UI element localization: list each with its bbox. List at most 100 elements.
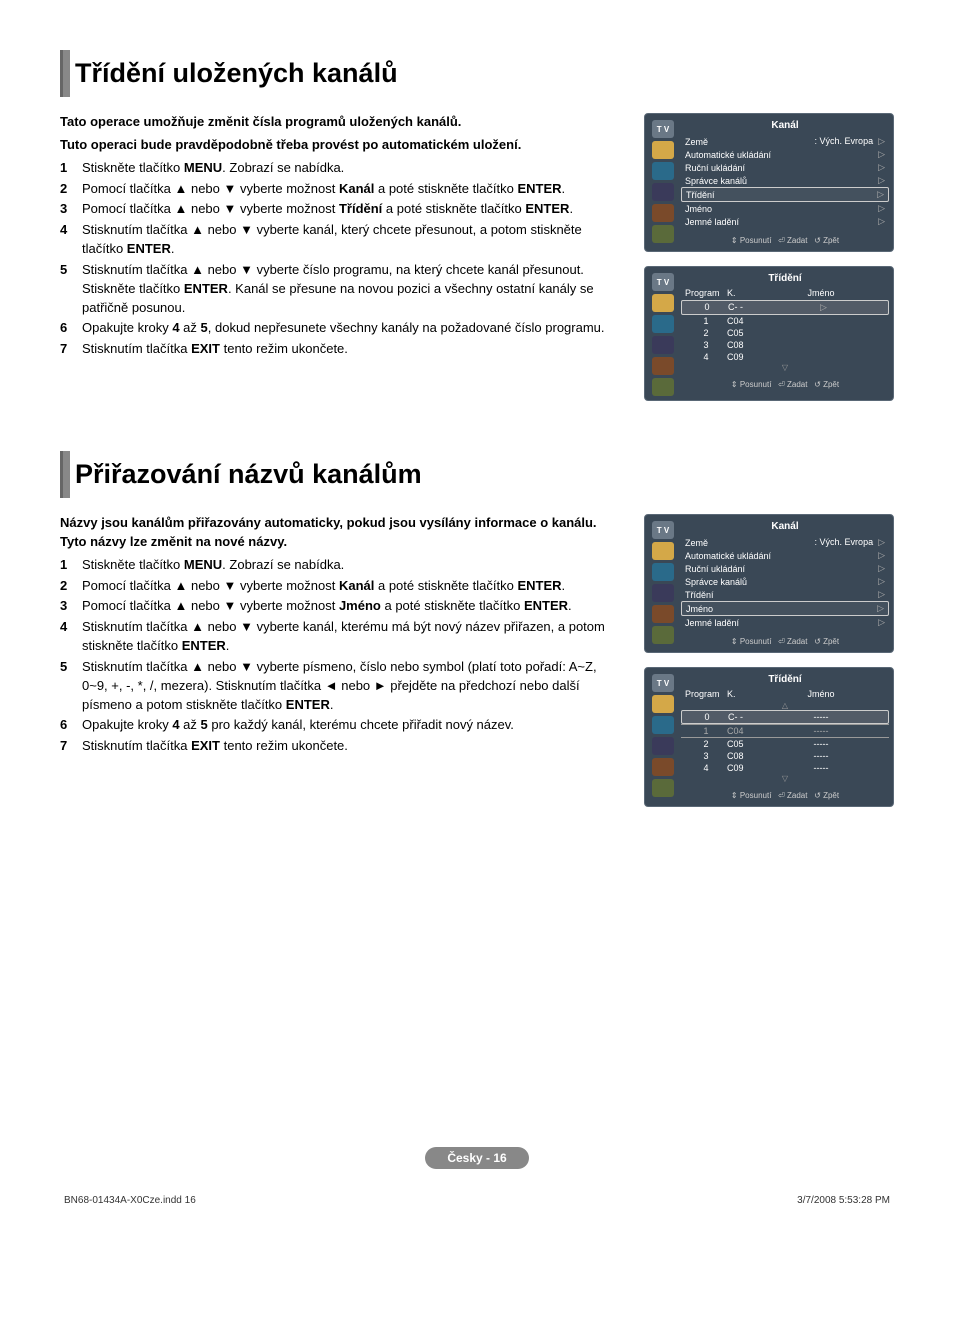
tv-icon: T V [652, 273, 674, 291]
table-row: 4C09 [681, 351, 889, 363]
menu-value: ▷ [878, 149, 885, 160]
menu-label: Automatické ukládání [685, 551, 771, 561]
section1-heading: Třídění uložených kanálů [75, 50, 398, 97]
osd-kanal-2: T V Kanál Země: Vých. Evropa ▷Automatick… [644, 514, 894, 653]
foot-posunuti: Posunutí [740, 380, 772, 389]
section2-screens: T V Kanál Země: Vých. Evropa ▷Automatick… [644, 514, 894, 807]
channel-icon [652, 737, 674, 755]
step-text: Pomocí tlačítka ▲ nebo ▼ vyberte možnost… [82, 200, 624, 219]
osd-menu-list: Země: Vých. Evropa ▷Automatické ukládání… [681, 135, 889, 228]
section1-intro2: Tuto operaci bude pravděpodobně třeba pr… [60, 136, 624, 155]
osd-title: Třídění [681, 672, 889, 689]
osd-menu-item: Automatické ukládání▷ [681, 549, 889, 562]
cell-jmeno: ----- [757, 763, 885, 773]
th-k: K. [727, 288, 757, 298]
osd-menu-item: Třídění ▷ [681, 588, 889, 601]
foot-zpet: Zpět [823, 791, 839, 800]
foot-zpet: Zpět [823, 637, 839, 646]
step-text: Stisknutím tlačítka ▲ nebo ▼ vyberte kan… [82, 618, 624, 656]
table-row: 1C04----- [681, 724, 889, 738]
tv-icon: T V [652, 521, 674, 539]
cell-k: C08 [727, 751, 757, 761]
table-row: 2C05 [681, 327, 889, 339]
step-text: Opakujte kroky 4 až 5, dokud nepřesunete… [82, 319, 624, 338]
menu-value: ▷ [878, 617, 885, 628]
cell-jmeno: ----- [757, 751, 885, 761]
menu-label: Ruční ukládání [685, 163, 745, 173]
step-item: 1Stiskněte tlačítko MENU. Zobrazí se nab… [60, 159, 624, 178]
sound-icon [652, 716, 674, 734]
setup-icon [652, 357, 674, 375]
osd-main: Kanál Země: Vých. Evropa ▷Automatické uk… [677, 118, 889, 247]
print-footer: BN68-01434A-X0Cze.indd 16 3/7/2008 5:53:… [60, 1195, 894, 1206]
step-text: Pomocí tlačítka ▲ nebo ▼ vyberte možnost… [82, 577, 624, 596]
menu-label: Automatické ukládání [685, 150, 771, 160]
step-number: 4 [60, 221, 82, 259]
foot-posunuti: Posunutí [740, 791, 772, 800]
cell-program: 0 [686, 712, 728, 722]
cell-program: 0 [686, 302, 728, 313]
step-number: 6 [60, 716, 82, 735]
menu-label: Jméno [685, 204, 712, 214]
step-text: Stiskněte tlačítko MENU. Zobrazí se nabí… [82, 159, 624, 178]
section-name: Přiřazování názvů kanálům Názvy jsou kan… [60, 451, 894, 807]
table-row: 3C08 [681, 339, 889, 351]
menu-value: : Vých. Evropa ▷ [815, 136, 885, 147]
step-number: 5 [60, 658, 82, 715]
osd-sidebar-icons: T V [649, 271, 677, 396]
section-sort: Třídění uložených kanálů Tato operace um… [60, 50, 894, 401]
cell-k: C05 [727, 328, 757, 338]
table-head: Program K. Jméno [681, 288, 889, 300]
osd-footer: ⇕ Posunutí ⏎ Zadat ↺ Zpět [681, 234, 889, 247]
menu-value: ▷ [878, 216, 885, 227]
triangle-up-icon: △ [681, 701, 889, 710]
osd-menu-list: Země: Vých. Evropa ▷Automatické ukládání… [681, 536, 889, 629]
cell-program: 2 [685, 328, 727, 338]
print-date: 3/7/2008 5:53:28 PM [797, 1195, 890, 1206]
print-file: BN68-01434A-X0Cze.indd 16 [64, 1195, 196, 1206]
th-k: K. [727, 689, 757, 699]
menu-label: Jemné ladění [685, 217, 739, 227]
menu-value: ▷ [878, 203, 885, 214]
menu-value: ▷ [877, 189, 884, 200]
step-item: 7Stisknutím tlačítka EXIT tento režim uk… [60, 737, 624, 756]
menu-value: ▷ [878, 589, 885, 600]
osd-title: Kanál [681, 118, 889, 135]
step-number: 2 [60, 577, 82, 596]
section1-steps: 1Stiskněte tlačítko MENU. Zobrazí se nab… [60, 159, 624, 359]
cell-k: C04 [727, 726, 757, 736]
step-number: 5 [60, 261, 82, 318]
foot-zadat: Zadat [787, 791, 807, 800]
osd-trideni-2: T V Třídění Program K. [644, 667, 894, 807]
osd-sidebar-icons: T V [649, 519, 677, 648]
picture-icon [652, 141, 674, 159]
menu-label: Třídění [685, 590, 714, 600]
osd-menu-item: Správce kanálů▷ [681, 575, 889, 588]
table-row: 4C09----- [681, 762, 889, 774]
cell-program: 4 [685, 763, 727, 773]
osd-menu-item: Země: Vých. Evropa ▷ [681, 536, 889, 549]
osd-footer: ⇕ Posunutí ⏎ Zadat ↺ Zpět [681, 378, 889, 391]
step-number: 7 [60, 737, 82, 756]
page: Třídění uložených kanálů Tato operace um… [0, 0, 954, 1327]
foot-posunuti: Posunutí [740, 236, 772, 245]
cell-k: C05 [727, 739, 757, 749]
th-program: Program [685, 689, 727, 699]
cell-jmeno [757, 328, 885, 338]
table-row: 1C04 [681, 315, 889, 327]
step-text: Stisknutím tlačítka ▲ nebo ▼ vyberte čís… [82, 261, 624, 318]
channel-icon [652, 336, 674, 354]
osd-footer: ⇕ Posunutí ⏎ Zadat ↺ Zpět [681, 789, 889, 802]
heading-bar-icon [60, 50, 63, 97]
step-text: Stisknutím tlačítka ▲ nebo ▼ vyberte pís… [82, 658, 624, 715]
step-item: 1Stiskněte tlačítko MENU. Zobrazí se nab… [60, 556, 624, 575]
step-number: 3 [60, 200, 82, 219]
osd-footer: ⇕ Posunutí ⏎ Zadat ↺ Zpět [681, 635, 889, 648]
menu-value: : Vých. Evropa ▷ [815, 537, 885, 548]
cell-jmeno: ▷ [758, 302, 884, 313]
tv-icon: T V [652, 120, 674, 138]
heading-bar-icon [60, 451, 63, 498]
heading-wrap: Přiřazování názvů kanálům [60, 451, 894, 498]
cell-k: C- - [728, 712, 758, 722]
osd-kanal-1: T V Kanál Země: Vých. Evropa ▷Automatick… [644, 113, 894, 252]
